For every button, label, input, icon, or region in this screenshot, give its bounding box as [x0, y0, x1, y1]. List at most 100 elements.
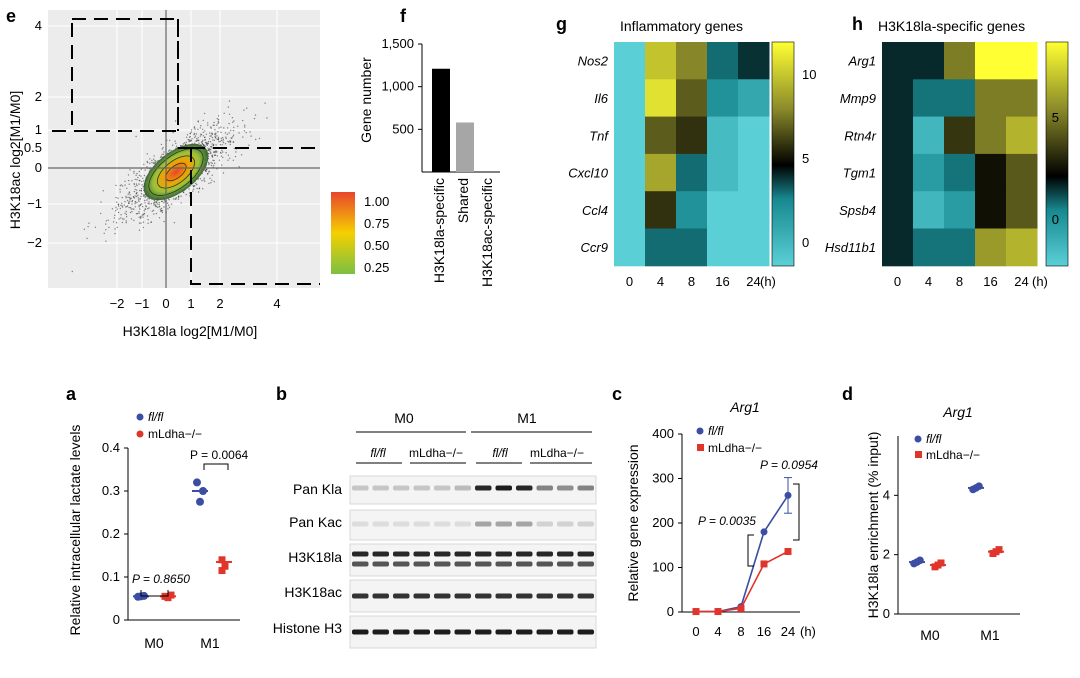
scatter-point: [196, 187, 198, 190]
panel-d: d Arg1 H3K18la enrichment (% input) 024 …: [842, 384, 1020, 643]
scatter-point: [231, 137, 233, 139]
scatter-point: [144, 169, 146, 171]
line-point-flfl: [760, 528, 768, 536]
blot-band: [372, 593, 389, 599]
panel-c-xticks: 0 4 8 16 24: [692, 624, 795, 639]
scatter-point: [211, 136, 214, 139]
scatter-point: [222, 156, 224, 159]
heatmap-cell: [707, 42, 739, 80]
heatmap-cell: [913, 116, 945, 155]
panel-c-title: Arg1: [729, 399, 760, 415]
scatter-point: [138, 183, 140, 185]
scatter-point: [168, 149, 171, 151]
scatter-point: [138, 229, 141, 231]
x-tick: 16: [757, 624, 771, 639]
scatter-point: [225, 137, 227, 140]
heatmap-row-label: Il6: [594, 91, 609, 106]
scatter-point: [154, 201, 156, 204]
scatter-point: [128, 191, 131, 193]
scatter-point: [210, 164, 213, 167]
scatter-point: [206, 173, 209, 175]
scatter-point: [117, 197, 119, 199]
heatmap-cell: [707, 191, 739, 229]
scatter-point: [129, 200, 131, 202]
panel-e-dashed-boxes: [52, 18, 320, 285]
heatmap-cell: [944, 153, 976, 192]
scatter-point: [228, 141, 230, 143]
heatmap-cell: [975, 191, 1007, 229]
scatter-point: [129, 169, 131, 171]
scatter-point: [227, 154, 230, 156]
scatter-point: [115, 184, 117, 187]
blot-band: [454, 551, 471, 557]
scatter-point: [118, 218, 120, 220]
y-tick: 0: [35, 160, 42, 175]
scatter-point: [200, 125, 202, 127]
legend-ko-marker: [915, 451, 922, 458]
x-tick: 24: [781, 624, 795, 639]
scatter-point: [204, 130, 206, 132]
blot-band: [577, 629, 594, 635]
scatter-point: [120, 184, 123, 186]
blot-band: [352, 593, 369, 599]
panel-h: h H3K18la-specific genes Arg1 Mmp9 Rtn4r Tg…: [825, 14, 1069, 289]
x-tick: 4: [714, 624, 721, 639]
scatter-point: [131, 211, 133, 213]
genotype-label: mLdha−/−: [530, 446, 584, 460]
scatter-point: [146, 215, 149, 217]
scatter-point: [140, 189, 142, 192]
bar-2: [456, 122, 474, 172]
panel-e-ylabel: H3K18ac log2[M1/M0]: [7, 91, 23, 230]
scatter-point: [147, 219, 149, 221]
scatter-point: [138, 204, 140, 206]
heatmap-cell: [975, 116, 1007, 155]
panel-a-ylabel: Relative intracellular lactate levels: [67, 425, 83, 636]
blot-band: [536, 521, 553, 527]
scatter-point: [194, 136, 196, 139]
scatter-point: [125, 195, 127, 198]
scatter-point: [133, 219, 135, 222]
cbar-tick: 0.75: [364, 216, 389, 231]
scatter-point: [172, 198, 175, 200]
scatter-point: [213, 121, 215, 124]
panel-b-label: b: [276, 384, 287, 404]
scatter-point: [207, 153, 210, 155]
scatter-point: [139, 198, 142, 200]
panel-c-yticks: 0 100 200 300 400: [652, 426, 682, 619]
blot-band: [557, 551, 574, 557]
scatter-point: [232, 134, 235, 136]
scatter-point: [195, 133, 198, 135]
scatter-point: [113, 217, 116, 219]
scatter-point: [190, 131, 193, 133]
blot-band: [536, 593, 553, 599]
scatter-point: [214, 135, 216, 137]
scatter-point: [138, 200, 140, 203]
cbar-tick: 10: [802, 67, 816, 82]
heatmap-cell: [975, 42, 1007, 80]
scatter-point: [123, 218, 125, 220]
scatter-point: [174, 120, 177, 122]
scatter-point: [197, 121, 199, 123]
scatter-point: [115, 222, 118, 224]
scatter-point: [175, 145, 178, 147]
scatter-point: [238, 166, 240, 168]
scatter-point: [122, 218, 124, 220]
scatter-point: [186, 134, 189, 136]
scatter-point: [220, 126, 222, 128]
scatter-point: [162, 147, 164, 149]
heatmap-cell: [614, 228, 646, 267]
panel-e: e −2: [6, 6, 389, 339]
scatter-point: [217, 131, 219, 133]
y-tick: 0.2: [102, 526, 120, 541]
heatmap-cell: [913, 228, 945, 267]
heatmap-col-label: 24: [1014, 274, 1028, 289]
scatter-point: [217, 138, 220, 141]
scatter-point: [153, 213, 155, 215]
scatter-point: [167, 204, 170, 206]
panel-c-bracket-24: [793, 483, 800, 541]
line-point-ko: [714, 608, 722, 616]
scatter-point: [222, 137, 224, 139]
scatter-point: [128, 206, 130, 209]
blot-band: [495, 485, 512, 491]
scatter-point: [128, 202, 130, 205]
